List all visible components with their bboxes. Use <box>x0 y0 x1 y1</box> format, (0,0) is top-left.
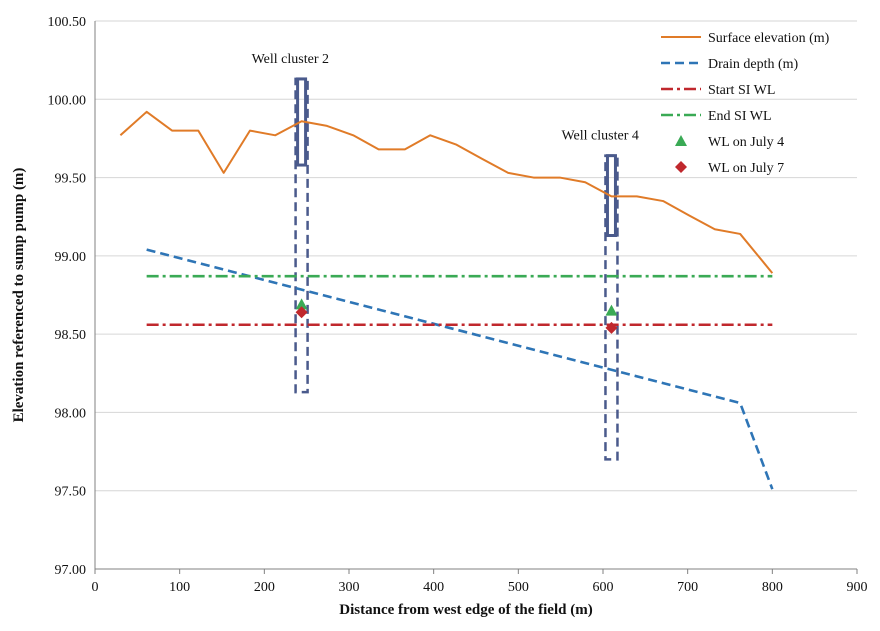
y-tick-label-99.50: 99.50 <box>55 172 87 187</box>
x-tick-label-800: 800 <box>762 580 783 595</box>
data-point-6-1 <box>295 306 308 319</box>
y-tick-label-99.00: 99.00 <box>55 250 87 265</box>
x-tick-label-300: 300 <box>339 580 360 595</box>
legend-label-1: Surface elevation (m) <box>708 31 830 46</box>
legend-label-4: End SI WL <box>708 109 772 124</box>
y-tick-label-98.00: 98.00 <box>55 406 87 421</box>
y-tick-label-97.50: 97.50 <box>55 485 87 500</box>
y-tick-label-98.50: 98.50 <box>55 328 87 343</box>
well-label-2: Well cluster 4 <box>561 129 638 144</box>
y-tick-label-97.00: 97.00 <box>55 563 87 578</box>
x-tick-label-0: 0 <box>92 580 99 595</box>
x-tick-label-600: 600 <box>593 580 614 595</box>
x-axis-title: Distance from west edge of the field (m) <box>339 602 592 618</box>
data-point-6-2 <box>605 321 618 334</box>
legend-label-6: WL on July 7 <box>708 161 784 176</box>
legend-label-2: Drain depth (m) <box>708 57 799 72</box>
series-line-2 <box>146 248 774 490</box>
data-point-5-2 <box>605 304 618 316</box>
x-tick-label-700: 700 <box>677 580 698 595</box>
x-tick-label-400: 400 <box>423 580 444 595</box>
legend-marker-6 <box>675 161 687 173</box>
x-tick-label-900: 900 <box>847 580 868 595</box>
legend-label-5: WL on July 4 <box>708 135 784 150</box>
x-tick-label-200: 200 <box>254 580 275 595</box>
data-point-5-1 <box>295 298 308 310</box>
x-tick-label-100: 100 <box>169 580 190 595</box>
series-line-1 <box>119 110 774 274</box>
y-tick-label-100.00: 100.00 <box>48 93 87 108</box>
legend-marker-5 <box>675 135 687 146</box>
y-tick-label-100.50: 100.50 <box>48 15 87 30</box>
x-tick-label-500: 500 <box>508 580 529 595</box>
well-label-1: Well cluster 2 <box>252 52 329 67</box>
legend-label-3: Start SI WL <box>708 83 775 98</box>
y-axis-title: Elevation referenced to sump pump (m) <box>11 168 27 423</box>
